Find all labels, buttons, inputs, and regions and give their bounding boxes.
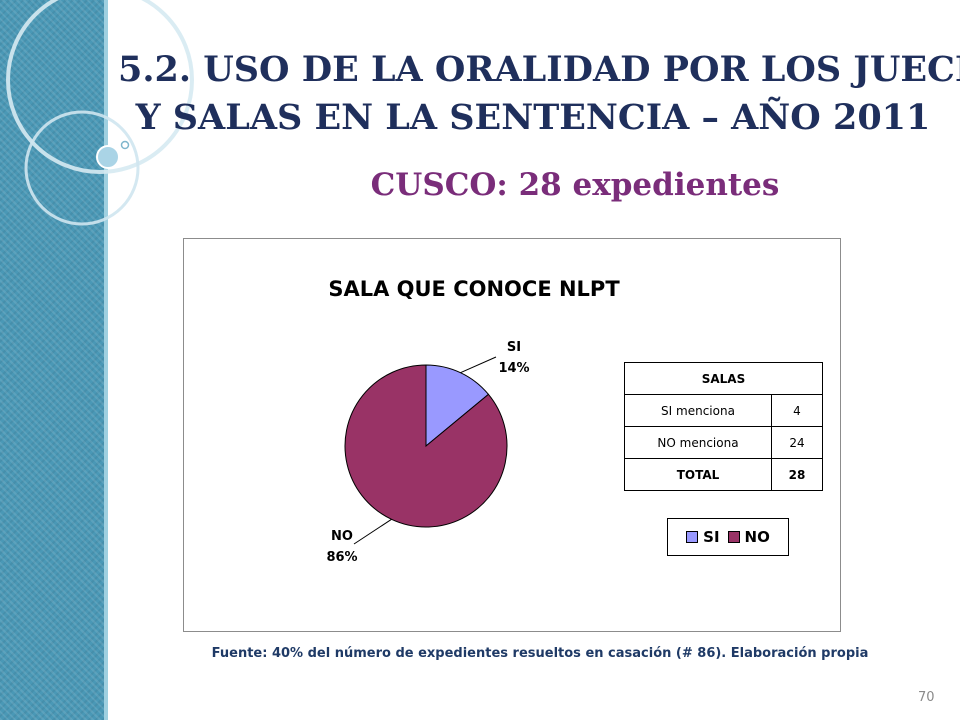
legend-swatch-si (686, 531, 699, 543)
slide-title: 5.2. USO DE LA ORALIDAD POR LOS JUECES Y… (118, 46, 960, 142)
no-data-label: NO 86% (312, 526, 372, 568)
table-cell-value: 28 (771, 458, 823, 491)
legend-swatch-no (727, 531, 740, 543)
table-cell-label: SI menciona (624, 394, 772, 427)
table-cell-value: 4 (771, 394, 823, 427)
sidebar-edge (104, 0, 108, 720)
legend-item-no: NO (727, 528, 770, 546)
pie-chart (344, 356, 508, 545)
table-header: SALAS (624, 362, 823, 395)
slide-title-line1: 5.2. USO DE LA ORALIDAD POR LOS JUECES (118, 49, 960, 90)
slide-subtitle: CUSCO: 28 expedientes (370, 167, 780, 203)
chart-legend: SI NO (667, 518, 789, 556)
table-cell-value: 24 (771, 426, 823, 459)
no-label-name: NO (331, 529, 353, 544)
chart-frame: SALA QUE CONOCE NLPT SI 14% NO 86% SALAS… (183, 238, 841, 632)
table-header-row: SALAS (624, 362, 823, 395)
table-cell-label: TOTAL (624, 458, 772, 491)
si-label-pct: 14% (498, 361, 530, 376)
legend-item-si: SI (686, 528, 720, 546)
table-row-total: TOTAL 28 (624, 458, 823, 491)
page-number: 70 (918, 690, 935, 705)
si-label-name: SI (506, 340, 522, 355)
table-cell-label: NO menciona (624, 426, 772, 459)
leader-line-no (353, 518, 392, 545)
si-data-label: SI 14% (484, 337, 544, 379)
salas-table: SALAS SI menciona 4 NO menciona 24 TOTAL… (624, 362, 823, 491)
sidebar-decoration (0, 0, 104, 720)
table-row: SI menciona 4 (624, 394, 823, 427)
table-row: NO menciona 24 (624, 426, 823, 459)
chart-title: SALA QUE CONOCE NLPT (328, 277, 620, 301)
slide-title-line2: Y SALAS EN LA SENTENCIA – AÑO 2011 (135, 97, 931, 138)
pie-slice-no (344, 364, 508, 528)
legend-label-no: NO (744, 528, 770, 546)
leader-line-si (460, 356, 497, 374)
bubble-small (120, 140, 130, 150)
no-label-pct: 86% (326, 550, 358, 565)
legend-label-si: SI (703, 528, 720, 546)
source-note: Fuente: 40% del número de expedientes re… (211, 646, 869, 661)
